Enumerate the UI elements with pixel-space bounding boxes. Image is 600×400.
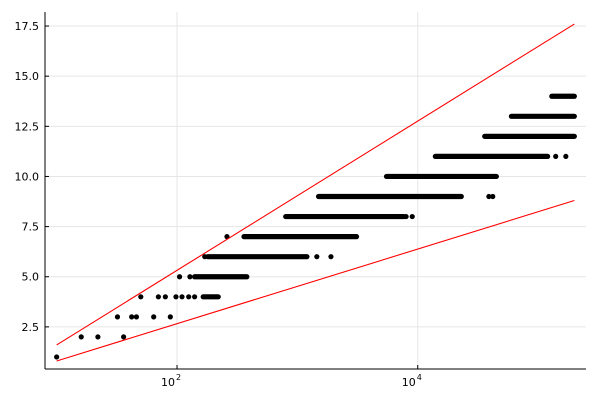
data-point	[138, 294, 144, 300]
series-layer	[54, 23, 577, 362]
point-cluster	[508, 113, 577, 119]
data-point	[155, 294, 161, 300]
bound-line	[56, 200, 575, 362]
data-point	[173, 294, 179, 300]
data-point	[409, 213, 415, 220]
data-point	[54, 354, 60, 360]
data-point	[403, 213, 409, 220]
data-point	[167, 314, 173, 320]
bound-line	[56, 23, 575, 346]
x-tick-label-base: 10	[402, 376, 416, 389]
point-cluster	[205, 254, 310, 260]
point-cluster	[432, 153, 551, 160]
point-cluster	[241, 234, 360, 240]
y-tick-label: 5.0	[22, 271, 40, 284]
data-point	[187, 274, 193, 280]
data-point	[563, 153, 569, 160]
point-cluster	[200, 294, 221, 300]
grid	[45, 12, 586, 369]
data-point	[95, 334, 101, 340]
data-point	[179, 294, 185, 300]
axes: 2.55.07.510.012.515.017.510 2 10 4	[15, 12, 586, 389]
data-point	[151, 314, 157, 320]
data-point	[162, 294, 168, 300]
data-point	[133, 314, 140, 320]
y-tick-label: 7.5	[22, 221, 40, 234]
data-point	[121, 334, 127, 340]
y-tick-label: 10.0	[15, 170, 40, 183]
x-tick-label-exponent: 4	[417, 373, 422, 382]
data-point	[490, 193, 496, 200]
point-cluster	[549, 93, 577, 99]
data-point	[114, 314, 121, 320]
y-tick-label: 17.5	[15, 20, 40, 33]
x-tick-label: 10 2	[161, 373, 181, 389]
data-point	[176, 274, 183, 280]
point-cluster	[383, 173, 499, 180]
data-point	[328, 254, 334, 260]
data-point	[129, 314, 135, 320]
y-tick-label: 2.5	[22, 321, 40, 334]
data-point	[314, 254, 320, 260]
point-cluster	[283, 213, 407, 220]
data-point	[553, 153, 559, 160]
data-point	[192, 294, 198, 300]
data-point	[78, 334, 84, 340]
x-tick-label-exponent: 2	[176, 373, 181, 382]
point-cluster	[315, 193, 464, 200]
y-tick-label: 15.0	[15, 70, 40, 83]
point-cluster	[192, 274, 250, 280]
data-point	[186, 294, 192, 300]
y-tick-label: 12.5	[15, 120, 40, 133]
data-point	[486, 193, 492, 200]
x-tick-label: 10 4	[402, 373, 422, 389]
x-tick-label-base: 10	[161, 376, 175, 389]
point-cluster	[482, 133, 577, 139]
